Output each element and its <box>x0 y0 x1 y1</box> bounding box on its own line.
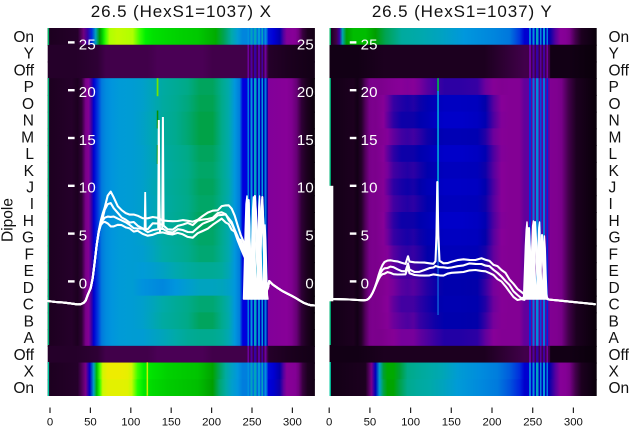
svg-text:A: A <box>24 330 35 347</box>
svg-text:O: O <box>609 96 621 113</box>
svg-text:G: G <box>609 230 621 247</box>
svg-text:A: A <box>609 330 620 347</box>
svg-text:K: K <box>609 163 620 180</box>
svg-text:P: P <box>24 79 34 96</box>
svg-text:Y: Y <box>24 46 34 63</box>
svg-text:F: F <box>609 246 618 263</box>
svg-text:On: On <box>13 380 34 397</box>
svg-text:J: J <box>26 180 34 197</box>
svg-text:C: C <box>23 297 34 314</box>
svg-text:N: N <box>23 113 34 130</box>
svg-text:15: 15 <box>79 132 96 149</box>
svg-text:X: X <box>24 364 35 381</box>
svg-text:5: 5 <box>79 228 88 245</box>
svg-text:0: 0 <box>305 275 314 292</box>
svg-text:M: M <box>609 129 622 146</box>
svg-text:H: H <box>23 213 34 230</box>
svg-text:0: 0 <box>361 275 370 292</box>
svg-text:20: 20 <box>361 84 378 101</box>
svg-text:B: B <box>24 313 34 330</box>
svg-text:C: C <box>609 297 620 314</box>
svg-text:G: G <box>22 230 34 247</box>
svg-text:200: 200 <box>202 417 221 429</box>
svg-text:26.5 (HexS1=1037) X: 26.5 (HexS1=1037) X <box>91 2 272 21</box>
svg-text:25: 25 <box>361 36 378 53</box>
svg-text:300: 300 <box>564 417 583 429</box>
svg-text:100: 100 <box>401 417 420 429</box>
svg-text:N: N <box>609 113 620 130</box>
svg-text:25: 25 <box>297 36 314 53</box>
svg-text:5: 5 <box>305 228 314 245</box>
svg-text:E: E <box>24 263 34 280</box>
svg-text:0: 0 <box>79 275 88 292</box>
svg-text:200: 200 <box>482 417 501 429</box>
svg-text:L: L <box>609 146 618 163</box>
svg-text:F: F <box>25 246 34 263</box>
svg-text:15: 15 <box>297 132 314 149</box>
svg-text:H: H <box>609 213 620 230</box>
svg-text:Dipole: Dipole <box>0 198 17 242</box>
svg-text:150: 150 <box>162 417 181 429</box>
svg-text:On: On <box>609 380 630 397</box>
svg-text:D: D <box>23 280 34 297</box>
svg-text:10: 10 <box>297 180 314 197</box>
svg-text:M: M <box>21 129 34 146</box>
svg-text:250: 250 <box>242 417 261 429</box>
svg-text:I: I <box>30 196 34 213</box>
svg-text:On: On <box>609 29 630 46</box>
svg-text:150: 150 <box>442 417 461 429</box>
svg-text:5: 5 <box>361 228 370 245</box>
svg-text:50: 50 <box>364 417 377 429</box>
svg-text:20: 20 <box>297 84 314 101</box>
svg-text:On: On <box>13 29 34 46</box>
svg-text:250: 250 <box>523 417 542 429</box>
svg-text:10: 10 <box>79 180 96 197</box>
svg-text:L: L <box>25 146 34 163</box>
svg-text:D: D <box>609 280 620 297</box>
svg-text:P: P <box>609 79 619 96</box>
svg-text:B: B <box>609 313 619 330</box>
svg-text:25: 25 <box>79 36 96 53</box>
svg-text:20: 20 <box>79 84 96 101</box>
svg-text:26.5 (HexS1=1037) Y: 26.5 (HexS1=1037) Y <box>372 2 553 21</box>
svg-text:300: 300 <box>283 417 302 429</box>
svg-text:50: 50 <box>84 417 97 429</box>
svg-text:Off: Off <box>609 347 630 364</box>
svg-text:0: 0 <box>326 417 332 429</box>
svg-text:J: J <box>609 180 617 197</box>
svg-text:15: 15 <box>361 132 378 149</box>
svg-text:Off: Off <box>14 62 35 79</box>
svg-text:Y: Y <box>609 46 619 63</box>
svg-text:10: 10 <box>361 180 378 197</box>
svg-text:K: K <box>24 163 35 180</box>
svg-text:Off: Off <box>14 347 35 364</box>
svg-text:O: O <box>22 96 34 113</box>
svg-text:E: E <box>609 263 619 280</box>
svg-text:100: 100 <box>121 417 140 429</box>
svg-text:X: X <box>609 364 620 381</box>
svg-text:I: I <box>609 196 613 213</box>
svg-text:Off: Off <box>609 62 630 79</box>
svg-text:0: 0 <box>47 417 53 429</box>
